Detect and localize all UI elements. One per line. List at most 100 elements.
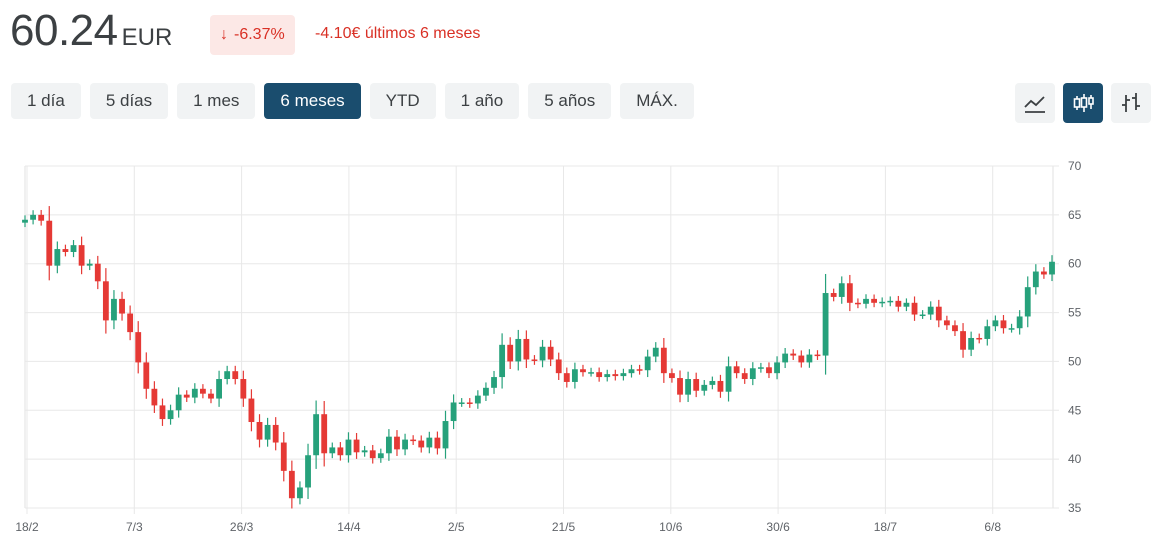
candle — [992, 315, 999, 332]
y-tick-label: 70 — [1068, 159, 1082, 173]
candle — [369, 444, 376, 464]
range-max-button[interactable]: MÁX. — [620, 83, 694, 119]
candle — [86, 259, 93, 271]
candle — [337, 442, 344, 461]
y-tick-label: 40 — [1068, 452, 1082, 466]
candle — [1024, 276, 1031, 328]
chart-axes: 35 40 45 50 55 60 65 70 18/2 7/3 26/3 14/4 2/5 21/5 10… — [15, 159, 1081, 534]
candle — [94, 255, 101, 290]
candle — [54, 241, 61, 274]
range-ytd-button[interactable]: YTD — [369, 83, 436, 119]
candle — [418, 435, 425, 453]
candle — [208, 389, 214, 404]
candle — [952, 320, 958, 337]
ohlc-icon — [1122, 93, 1140, 112]
y-tick-label: 55 — [1068, 306, 1082, 320]
ohlc-button[interactable] — [1111, 83, 1151, 123]
range-1m-button[interactable]: 1 mes — [177, 83, 256, 119]
candle — [660, 337, 667, 383]
candle — [78, 236, 85, 275]
candle — [111, 290, 117, 330]
candle — [790, 349, 797, 360]
candle — [483, 382, 489, 402]
candle — [175, 387, 182, 418]
candle — [1032, 264, 1039, 295]
price-value: 60.24 — [10, 6, 118, 55]
candle — [531, 355, 538, 365]
candle — [935, 299, 942, 328]
candle — [515, 329, 522, 371]
range-5y-button[interactable]: 5 años — [528, 83, 612, 119]
candle — [450, 394, 457, 430]
range-6m-button[interactable]: 6 meses — [264, 83, 361, 119]
candlestick-button[interactable] — [1063, 83, 1103, 123]
candle — [248, 389, 255, 432]
change-absolute: -4.10€ últimos 6 meses — [315, 25, 481, 42]
chart-type-selector — [1015, 83, 1151, 123]
candle — [749, 362, 756, 386]
candle — [499, 333, 506, 389]
candle — [596, 367, 603, 382]
candle — [264, 417, 271, 447]
candlestick-chart[interactable]: 35 40 45 50 55 60 65 70 18/2 7/3 26/3 14/4 2/5 21/5 10… — [0, 150, 1158, 552]
candle — [329, 442, 336, 459]
candle — [199, 384, 206, 399]
candle — [806, 349, 813, 368]
candle — [1000, 315, 1007, 334]
x-tick-label: 10/6 — [659, 520, 683, 534]
candle — [685, 371, 692, 402]
candle — [1049, 255, 1055, 282]
x-tick-label: 7/3 — [126, 520, 143, 534]
chart-grid — [24, 165, 1059, 514]
candle — [345, 432, 352, 463]
candle — [717, 374, 724, 398]
y-tick-label: 65 — [1068, 208, 1082, 222]
candle — [814, 350, 821, 360]
range-1d-button[interactable]: 1 día — [11, 83, 81, 119]
y-tick-label: 45 — [1068, 403, 1082, 417]
candle — [240, 370, 247, 407]
candle — [442, 410, 449, 459]
candle — [943, 315, 950, 330]
candle — [725, 356, 732, 402]
candle — [183, 390, 190, 402]
x-tick-label: 6/8 — [984, 520, 1001, 534]
candle — [353, 433, 360, 459]
candle — [895, 295, 902, 312]
candle — [830, 288, 837, 302]
candle — [70, 240, 77, 258]
candle — [288, 460, 295, 509]
change-badge: ↓ -6.37% — [210, 15, 295, 55]
candle — [280, 432, 287, 482]
candle — [846, 274, 853, 312]
candle — [119, 291, 125, 321]
candle — [62, 244, 69, 257]
candle — [741, 368, 748, 384]
candle — [321, 401, 328, 467]
candle — [256, 414, 263, 448]
y-tick-label: 60 — [1068, 257, 1082, 271]
line-chart-button[interactable] — [1015, 83, 1055, 123]
candle — [167, 404, 174, 425]
range-1y-button[interactable]: 1 año — [444, 83, 520, 119]
candle — [782, 347, 789, 369]
candle — [733, 361, 740, 379]
arrow-down-icon: ↓ — [220, 26, 228, 43]
candle — [766, 362, 772, 379]
candle — [757, 362, 764, 373]
candle — [960, 323, 966, 358]
range-selector: 1 día 5 días 1 mes 6 meses YTD 1 año 5 a… — [11, 83, 694, 119]
range-5d-button[interactable]: 5 días — [89, 83, 169, 119]
candle — [385, 429, 392, 461]
candle — [555, 352, 562, 380]
candle — [863, 294, 869, 309]
candle — [313, 400, 320, 469]
candle — [580, 364, 586, 377]
candle — [620, 368, 627, 381]
candle — [911, 296, 918, 321]
candle — [402, 433, 408, 456]
candle — [297, 481, 303, 505]
candle — [798, 350, 805, 368]
change-percent: -6.37% — [234, 26, 285, 43]
candle — [151, 381, 158, 413]
